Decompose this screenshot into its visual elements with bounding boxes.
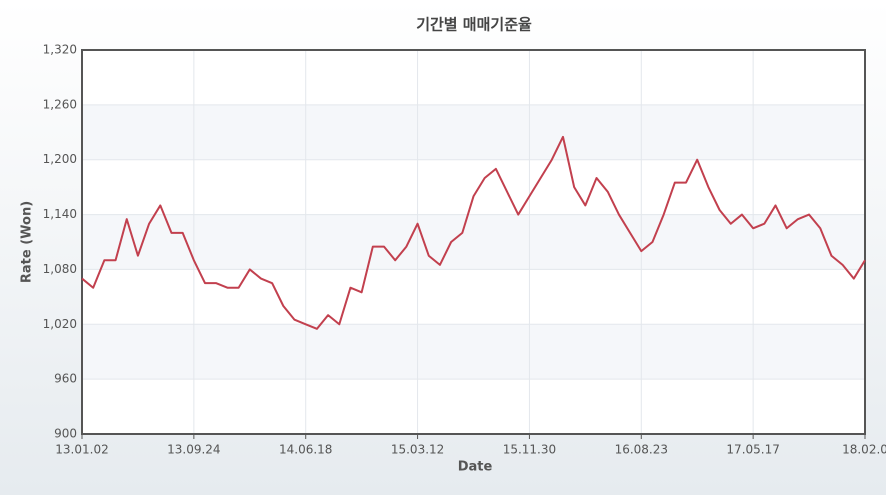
y-tick-label: 1,320 xyxy=(43,43,77,57)
x-tick-label: 16.08.23 xyxy=(615,443,668,457)
grid-band xyxy=(82,104,865,160)
x-tick-label: 15.03.12 xyxy=(391,443,444,457)
grid-band xyxy=(82,324,865,380)
y-tick-label: 1,200 xyxy=(43,152,77,166)
chart-title: 기간별 매매기준율 xyxy=(416,16,532,34)
grid-band xyxy=(82,214,865,270)
x-tick-label: 17.05.17 xyxy=(726,443,779,457)
y-tick-label: 960 xyxy=(54,372,77,386)
x-tick-label: 18.02.0 xyxy=(842,443,886,457)
y-tick-label: 1,020 xyxy=(43,317,77,331)
y-tick-label: 900 xyxy=(54,427,77,441)
y-tick-label: 1,080 xyxy=(43,262,77,276)
x-tick-label: 14.06.18 xyxy=(279,443,332,457)
y-tick-label: 1,260 xyxy=(43,97,77,111)
x-axis-label: Date xyxy=(458,460,493,475)
x-tick-label: 13.01.02 xyxy=(55,443,108,457)
y-tick-label: 1,140 xyxy=(43,207,77,221)
y-axis-label: Rate (Won) xyxy=(20,201,35,283)
x-tick-label: 15.11.30 xyxy=(503,443,556,457)
x-tick-label: 13.09.24 xyxy=(167,443,220,457)
line xyxy=(81,135,866,330)
plot-frame xyxy=(81,49,866,435)
